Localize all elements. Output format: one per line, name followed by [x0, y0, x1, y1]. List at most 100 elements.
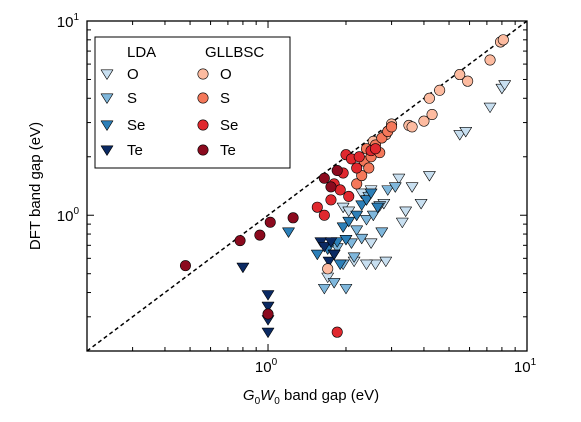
- gllbsc-te-point: [262, 308, 274, 320]
- lda-se-point: [311, 249, 324, 260]
- gllbsc-se-point: [318, 209, 330, 221]
- lda-se-point: [336, 222, 350, 233]
- lda-se-point: [333, 259, 347, 270]
- lda-o-point: [396, 217, 409, 229]
- lda-s-point: [375, 227, 389, 238]
- gllbsc-te-point: [287, 212, 299, 224]
- gllbsc-se-point: [311, 201, 323, 213]
- lda-o-point: [379, 256, 393, 267]
- gllbsc-te-point: [325, 181, 337, 193]
- lda-se-point: [371, 202, 384, 213]
- gllbsc-se-point: [351, 162, 363, 174]
- y-tick-label: 100: [57, 206, 80, 225]
- legend-marker-gllbsc-te: [197, 144, 209, 156]
- gllbsc-o-point: [462, 75, 474, 87]
- gllbsc-te-point: [264, 216, 276, 228]
- lda-te-point: [324, 237, 338, 248]
- gllbsc-o-point: [406, 121, 418, 133]
- legend-title-gllbsc: GLLBSC: [205, 44, 264, 61]
- lda-se-point: [355, 200, 368, 211]
- lda-o-point: [369, 259, 382, 270]
- lda-te-point: [261, 301, 275, 312]
- gllbsc-s-point: [351, 178, 363, 190]
- lda-o-point: [405, 182, 419, 193]
- legend-label-lda-o: O: [127, 66, 139, 83]
- lda-te-point: [327, 249, 341, 260]
- legend-marker-gllbsc-o: [197, 68, 209, 80]
- lda-se-point: [342, 216, 356, 228]
- x-tick-label: 100: [255, 357, 278, 376]
- lda-s-point: [367, 210, 380, 221]
- lda-o-point: [392, 173, 406, 185]
- legend-label-gllbsc-te: Te: [220, 142, 236, 159]
- lda-o-point: [483, 102, 497, 113]
- lda-s-point: [327, 278, 341, 289]
- lda-te-point: [318, 242, 331, 253]
- gllbsc-te-point: [318, 172, 330, 184]
- lda-te-point: [322, 256, 336, 267]
- legend-label-gllbsc-o: O: [220, 66, 232, 83]
- reference-line-layer: [87, 21, 527, 351]
- reference-line-y-equals-x: [87, 21, 527, 351]
- legend-marker-lda-se: [100, 120, 114, 131]
- gllbsc-se-point: [369, 143, 381, 155]
- lda-te-point: [236, 262, 250, 273]
- axis-ticks: [86, 20, 528, 352]
- gllbsc-se-point: [331, 326, 343, 338]
- lda-o-point: [364, 238, 378, 249]
- gllbsc-te-point: [331, 164, 343, 176]
- gllbsc-se-point: [334, 184, 346, 196]
- x-axis-label: G0W0 band gap (eV): [243, 387, 379, 407]
- gllbsc-o-point: [322, 263, 334, 275]
- gllbsc-te-point: [254, 229, 266, 241]
- lda-o-point: [414, 198, 428, 210]
- legend-title-lda: LDA: [127, 44, 156, 61]
- legend-box: [94, 36, 291, 169]
- gllbsc-s-point: [356, 170, 368, 182]
- y-axis-label: DFT band gap (eV): [27, 122, 44, 250]
- legend-marker-lda-s: [100, 93, 114, 104]
- lda-te-point: [261, 290, 275, 301]
- gllbsc-o-point: [426, 109, 438, 121]
- lda-s-point: [388, 182, 402, 193]
- legend-label-lda-se: Se: [127, 117, 145, 134]
- lda-o-point: [459, 126, 473, 138]
- tick-labels: 100 101 100 101: [57, 12, 537, 376]
- gllbsc-te-point: [179, 260, 191, 272]
- gllbsc-s-point: [363, 162, 375, 174]
- lda-o-point: [498, 80, 511, 91]
- lda-s-point: [381, 185, 395, 196]
- lda-s-point: [360, 215, 373, 226]
- lda-s-point: [318, 283, 331, 295]
- lda-s-point: [355, 233, 368, 245]
- lda-o-point: [399, 206, 412, 217]
- lda-se-point: [339, 235, 353, 246]
- gllbsc-se-point: [343, 190, 355, 202]
- legend-marker-lda-te: [100, 145, 114, 156]
- legend-marker-gllbsc-se: [197, 119, 209, 131]
- lda-se-point: [360, 195, 373, 206]
- lda-o-point: [423, 171, 436, 182]
- gllbsc-o-point: [484, 54, 496, 66]
- y-tick-label: 101: [57, 12, 80, 31]
- legend-marker-gllbsc-s: [197, 92, 209, 104]
- gllbsc-s-point: [386, 121, 398, 133]
- lda-o-point: [360, 259, 373, 270]
- data-points-layer: [179, 34, 511, 338]
- lda-o-point: [453, 130, 467, 141]
- gllbsc-o-point: [423, 92, 435, 104]
- lda-s-point: [350, 225, 363, 236]
- gllbsc-o-point: [454, 69, 466, 81]
- lda-s-point: [339, 283, 353, 295]
- legend-label-gllbsc-s: S: [220, 90, 230, 107]
- legend-label-gllbsc-se: Se: [220, 117, 238, 134]
- gllbsc-o-point: [418, 115, 430, 127]
- gllbsc-se-point: [353, 151, 365, 163]
- legend-label-lda-s: S: [127, 90, 137, 107]
- lda-se-point: [364, 188, 378, 199]
- gllbsc-se-point: [325, 194, 337, 206]
- plot-frame: [86, 20, 528, 352]
- lda-s-point: [347, 252, 361, 263]
